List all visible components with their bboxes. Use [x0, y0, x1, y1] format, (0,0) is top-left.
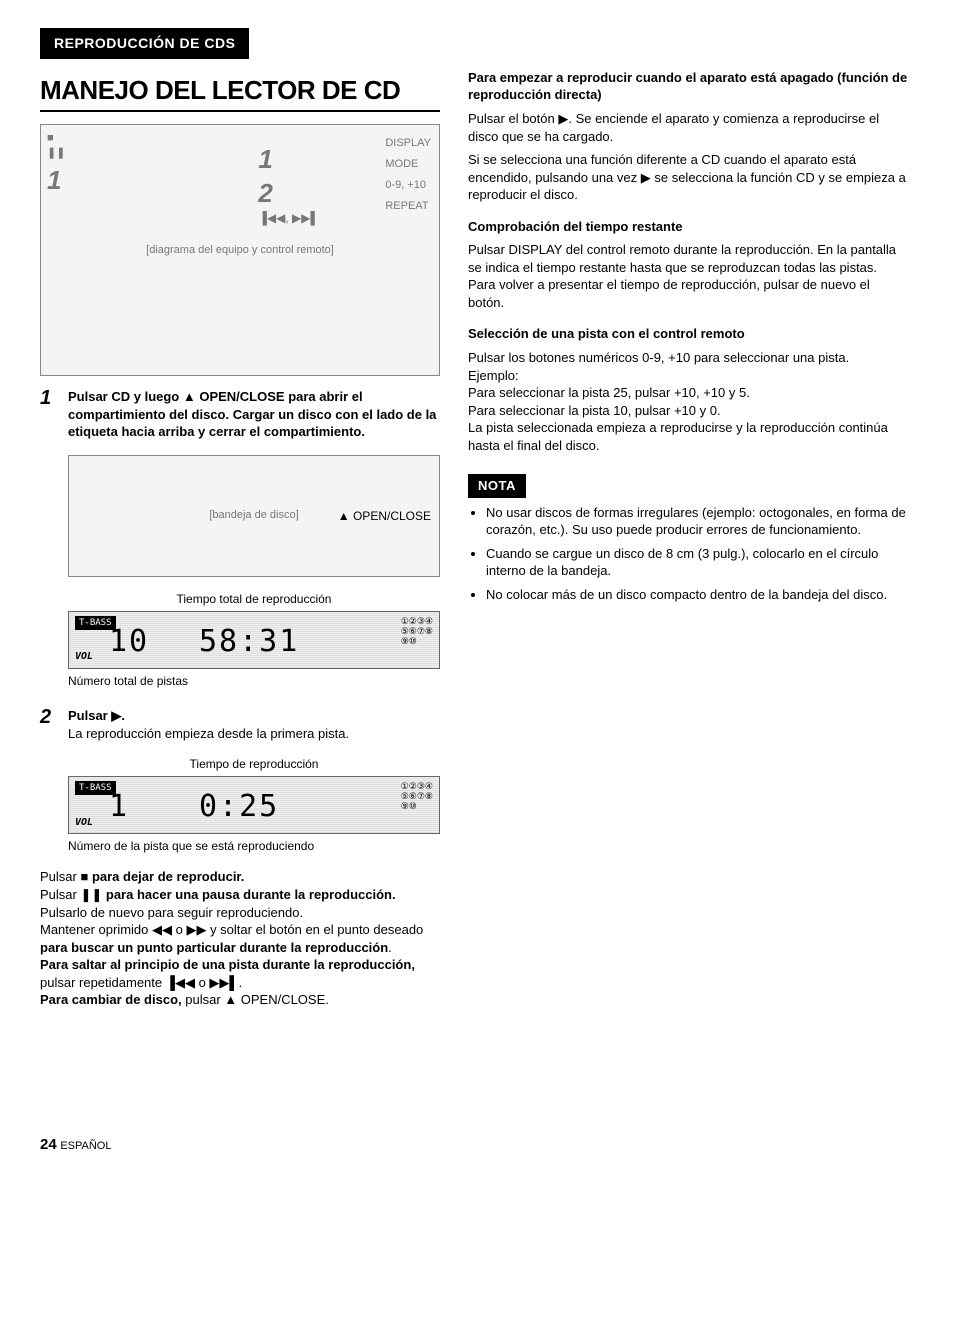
lcd2-bottom-caption: Número de la pista que se está reproduci…: [68, 838, 440, 854]
ctrl-pause-b: para hacer una pausa durante la reproduc…: [102, 887, 395, 902]
ctrl-stop-b: para dejar de reproducir.: [88, 869, 244, 884]
lcd1-time: 58:31: [199, 622, 299, 663]
skip-icon: ▐◀◀ o ▶▶▌: [166, 975, 239, 990]
tray-placeholder: [bandeja de disco]: [209, 508, 298, 523]
label-repeat: REPEAT: [385, 196, 431, 217]
ctrl-skip-b: pulsar repetidamente: [40, 975, 166, 990]
ctrl-search-d: .: [388, 940, 392, 955]
ctrl-skip-a: Para saltar al principio de una pista du…: [40, 957, 415, 972]
page-number: 24: [40, 1136, 57, 1153]
note-3: No colocar más de un disco compacto dent…: [486, 586, 908, 604]
play-icon-2: ▶: [558, 111, 568, 126]
right-p2: Pulsar DISPLAY del control remoto durant…: [468, 241, 908, 311]
lcd-2: T-BASS VOL 1 0:25 ①②③④ ⑤⑥⑦⑧ ⑨⑩: [68, 776, 440, 834]
step-2-number: 2: [40, 707, 58, 862]
right-p1a: Pulsar el botón: [468, 111, 558, 126]
diagram-step-right-1: 1: [258, 143, 319, 177]
ctrl-change-a: Para cambiar de disco,: [40, 992, 182, 1007]
right-h1: Para empezar a reproducir cuando el apar…: [468, 69, 908, 104]
play-icon: ▶: [111, 708, 121, 723]
lcd1-top-caption: Tiempo total de reproducción: [68, 591, 440, 607]
lcd1-bottom-caption: Número total de pistas: [68, 673, 440, 689]
step2-body1: La reproducción empieza desde la primera…: [68, 725, 440, 743]
ctrl-skip-c: .: [239, 975, 243, 990]
step2-lead-suffix: .: [121, 708, 125, 723]
main-diagram: [diagrama del equipo y control remoto] ■…: [40, 124, 440, 376]
pause-symbol: ❚❚: [47, 146, 65, 161]
step-1-lead: Pulsar CD y luego ▲ OPEN/CLOSE para abri…: [68, 389, 436, 439]
right-p3c: Para seleccionar la pista 25, pulsar +10…: [468, 384, 908, 402]
ctrl-pause-a: Pulsar: [40, 887, 80, 902]
page-footer: 24 ESPAÑOL: [40, 1135, 914, 1155]
footer-lang: ESPAÑOL: [60, 1140, 111, 1152]
lcd-1: T-BASS VOL 10 58:31 ①②③④ ⑤⑥⑦⑧ ⑨⑩: [68, 611, 440, 669]
page-title: MANEJO DEL LECTOR DE CD: [40, 73, 440, 112]
remote-labels: DISPLAY MODE 0-9, +10 REPEAT: [385, 133, 431, 217]
ctrl-search-a: Mantener oprimido: [40, 922, 152, 937]
lcd1-vol: VOL: [75, 650, 93, 664]
lcd1-track: 10: [109, 622, 149, 663]
right-p3b: Ejemplo:: [468, 367, 908, 385]
label-display: DISPLAY: [385, 133, 431, 154]
step-1: 1 Pulsar CD y luego ▲ OPEN/CLOSE para ab…: [40, 388, 440, 697]
label-mode: MODE: [385, 154, 431, 175]
nota-label: NOTA: [468, 474, 526, 498]
controls-block: Pulsar ■ para dejar de reproducir. Pulsa…: [40, 868, 440, 1008]
lcd1-grid: ①②③④ ⑤⑥⑦⑧ ⑨⑩: [401, 618, 433, 648]
ctrl-resume: Pulsarlo de nuevo para seguir reproducie…: [40, 904, 440, 922]
diagram-step-left-1: 1: [47, 162, 65, 198]
step2-lead-prefix: Pulsar: [68, 708, 111, 723]
lcd2-vol: VOL: [75, 816, 93, 830]
ctrl-search-b: y soltar el botón en el punto deseado: [206, 922, 423, 937]
note-1: No usar discos de formas irregulares (ej…: [486, 504, 908, 539]
step-1-number: 1: [40, 388, 58, 697]
right-p3e: La pista seleccionada empieza a reproduc…: [468, 419, 908, 454]
ffrw-icon: ◀◀ o ▶▶: [152, 922, 206, 937]
right-p3d: Para seleccionar la pista 10, pulsar +10…: [468, 402, 908, 420]
content-columns: MANEJO DEL LECTOR DE CD [diagrama del eq…: [40, 69, 914, 1015]
right-column: Para empezar a reproducir cuando el apar…: [468, 69, 908, 1015]
step-2: 2 Pulsar ▶. La reproducción empieza desd…: [40, 707, 440, 862]
lcd2-track: 1: [109, 787, 129, 828]
open-close-label: ▲ OPEN/CLOSE: [338, 508, 431, 524]
notes-list: No usar discos de formas irregulares (ej…: [468, 504, 908, 604]
lcd2-time: 0:25: [199, 787, 279, 828]
stop-symbol: ■: [47, 131, 65, 146]
pause-icon: ❚❚: [80, 887, 102, 902]
diagram-placeholder: [diagrama del equipo y control remoto]: [146, 243, 334, 258]
right-h2: Comprobación del tiempo restante: [468, 218, 908, 236]
note-2: Cuando se cargue un disco de 8 cm (3 pul…: [486, 545, 908, 580]
diagram-step-right-2: 2: [258, 177, 319, 211]
tray-diagram: [bandeja de disco] ▲ OPEN/CLOSE: [68, 455, 440, 577]
ctrl-change-b: pulsar ▲ OPEN/CLOSE.: [182, 992, 329, 1007]
section-bar: REPRODUCCIÓN DE CDS: [40, 28, 249, 59]
right-p3a: Pulsar los botones numéricos 0-9, +10 pa…: [468, 349, 908, 367]
lcd2-top-caption: Tiempo de reproducción: [68, 756, 440, 772]
ctrl-search-c: para buscar un punto particular durante …: [40, 940, 388, 955]
ctrl-stop-a: Pulsar: [40, 869, 80, 884]
label-numkeys: 0-9, +10: [385, 175, 431, 196]
lcd2-grid: ①②③④ ⑤⑥⑦⑧ ⑨⑩: [401, 783, 433, 813]
right-h3: Selección de una pista con el control re…: [468, 325, 908, 343]
skip-symbol: ▐◀◀, ▶▶▌: [258, 211, 319, 227]
play-icon-3: ▶: [641, 170, 651, 185]
left-column: MANEJO DEL LECTOR DE CD [diagrama del eq…: [40, 69, 440, 1015]
